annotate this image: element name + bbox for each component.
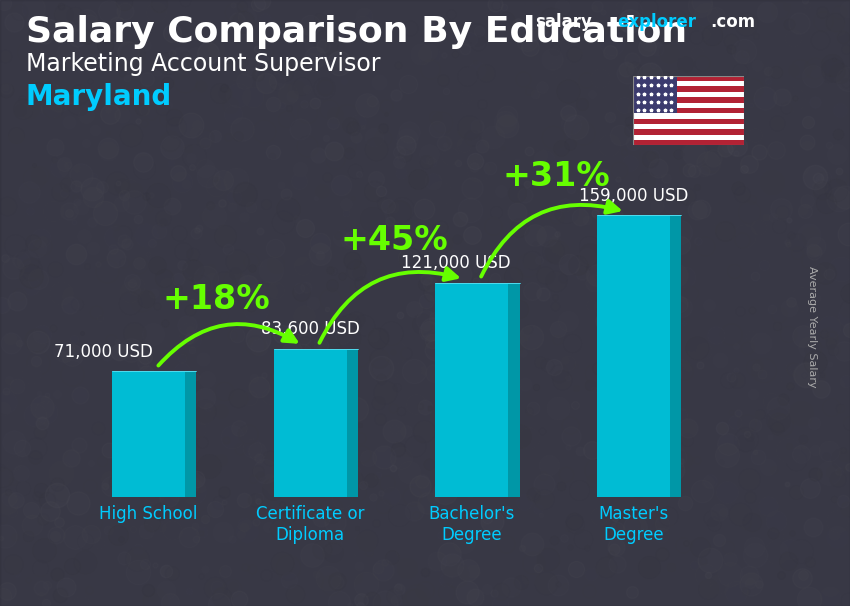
Text: 83,600 USD: 83,600 USD	[261, 320, 360, 338]
Polygon shape	[598, 215, 670, 497]
Text: +31%: +31%	[502, 160, 609, 193]
Text: salary: salary	[536, 13, 592, 32]
Polygon shape	[112, 371, 184, 497]
Polygon shape	[508, 282, 519, 497]
Polygon shape	[633, 124, 744, 129]
Text: Maryland: Maryland	[26, 83, 172, 111]
Text: 121,000 USD: 121,000 USD	[401, 254, 511, 272]
Polygon shape	[184, 371, 196, 497]
Polygon shape	[633, 140, 744, 145]
Polygon shape	[435, 282, 508, 497]
Text: +18%: +18%	[162, 283, 270, 316]
Text: +45%: +45%	[340, 224, 448, 256]
Text: Average Yearly Salary: Average Yearly Salary	[807, 267, 817, 388]
Polygon shape	[633, 129, 744, 135]
Polygon shape	[633, 76, 744, 81]
Polygon shape	[633, 108, 744, 113]
Polygon shape	[633, 113, 744, 119]
Text: .com: .com	[711, 13, 756, 32]
Polygon shape	[347, 349, 358, 497]
Text: 71,000 USD: 71,000 USD	[54, 342, 153, 361]
Polygon shape	[633, 81, 744, 87]
Polygon shape	[633, 135, 744, 140]
Polygon shape	[670, 215, 681, 497]
Polygon shape	[633, 87, 744, 92]
Polygon shape	[633, 92, 744, 97]
Polygon shape	[633, 119, 744, 124]
Polygon shape	[274, 349, 347, 497]
Text: Marketing Account Supervisor: Marketing Account Supervisor	[26, 52, 380, 76]
Polygon shape	[633, 76, 677, 113]
Text: explorer: explorer	[617, 13, 696, 32]
Polygon shape	[633, 97, 744, 102]
Text: 159,000 USD: 159,000 USD	[579, 187, 688, 205]
Text: Salary Comparison By Education: Salary Comparison By Education	[26, 15, 687, 49]
Polygon shape	[633, 102, 744, 108]
